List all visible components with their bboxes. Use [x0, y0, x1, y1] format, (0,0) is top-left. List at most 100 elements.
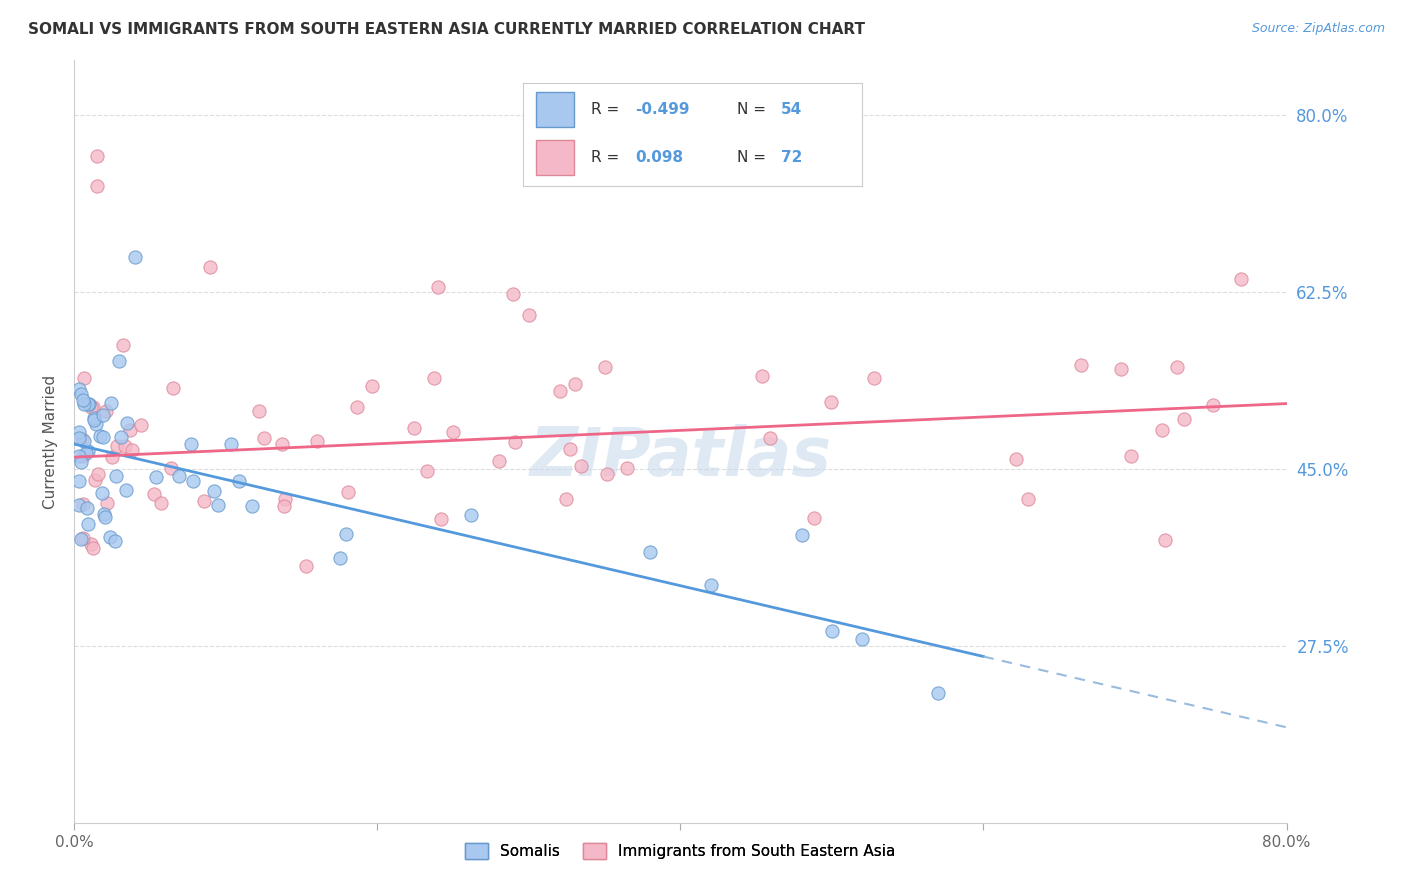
Somalis: [67, 474, 90, 488]
Immigrants from South Eastern Asia: [94, 404, 117, 418]
Somalis: [228, 474, 250, 488]
Somalis: [167, 469, 190, 483]
Somalis: [335, 526, 357, 541]
Immigrants from South Eastern Asia: [247, 404, 270, 418]
Somalis: [94, 510, 117, 524]
Immigrants from South Eastern Asia: [1004, 452, 1026, 467]
Somalis: [108, 353, 131, 368]
Immigrants from South Eastern Asia: [503, 435, 526, 450]
Somalis: [219, 437, 242, 451]
Immigrants from South Eastern Asia: [96, 496, 118, 510]
Somalis: [91, 486, 114, 500]
Text: ZIPatlas: ZIPatlas: [529, 424, 831, 490]
Immigrants from South Eastern Asia: [346, 400, 368, 414]
Immigrants from South Eastern Asia: [423, 371, 446, 385]
Immigrants from South Eastern Asia: [430, 512, 453, 526]
Somalis: [927, 686, 949, 700]
Immigrants from South Eastern Asia: [569, 458, 592, 473]
Legend: Somalis, Immigrants from South Eastern Asia: Somalis, Immigrants from South Eastern A…: [458, 838, 901, 865]
Somalis: [851, 632, 873, 646]
Immigrants from South Eastern Asia: [150, 496, 173, 510]
Somalis: [100, 396, 122, 410]
Immigrants from South Eastern Asia: [112, 338, 135, 352]
Immigrants from South Eastern Asia: [162, 381, 184, 395]
Immigrants from South Eastern Asia: [252, 431, 274, 445]
Immigrants from South Eastern Asia: [87, 467, 110, 481]
Somalis: [77, 444, 100, 458]
Immigrants from South Eastern Asia: [1070, 358, 1092, 372]
Somalis: [115, 416, 138, 430]
Immigrants from South Eastern Asia: [105, 439, 128, 453]
Somalis: [73, 434, 96, 449]
Somalis: [202, 484, 225, 499]
Somalis: [77, 516, 100, 531]
Immigrants from South Eastern Asia: [80, 401, 103, 415]
Somalis: [83, 411, 105, 425]
Immigrants from South Eastern Asia: [73, 371, 96, 385]
Text: Source: ZipAtlas.com: Source: ZipAtlas.com: [1251, 22, 1385, 36]
Immigrants from South Eastern Asia: [595, 360, 617, 375]
Immigrants from South Eastern Asia: [72, 531, 94, 545]
Somalis: [76, 501, 98, 516]
Immigrants from South Eastern Asia: [72, 449, 94, 463]
Immigrants from South Eastern Asia: [295, 558, 318, 573]
Immigrants from South Eastern Asia: [1166, 360, 1188, 375]
Immigrants from South Eastern Asia: [759, 431, 782, 445]
Immigrants from South Eastern Asia: [86, 149, 108, 163]
Somalis: [67, 431, 90, 445]
Somalis: [67, 449, 90, 463]
Immigrants from South Eastern Asia: [360, 379, 382, 393]
Somalis: [329, 551, 352, 566]
Immigrants from South Eastern Asia: [751, 368, 773, 383]
Immigrants from South Eastern Asia: [502, 286, 524, 301]
Somalis: [70, 455, 93, 469]
Immigrants from South Eastern Asia: [271, 436, 294, 450]
Somalis: [790, 528, 813, 542]
Somalis: [69, 532, 91, 546]
Somalis: [93, 507, 115, 521]
Somalis: [638, 544, 661, 558]
Immigrants from South Eastern Asia: [404, 421, 426, 435]
Immigrants from South Eastern Asia: [84, 473, 107, 487]
Immigrants from South Eastern Asia: [548, 384, 571, 398]
Somalis: [67, 425, 90, 440]
Somalis: [83, 412, 105, 426]
Immigrants from South Eastern Asia: [114, 439, 136, 453]
Somalis: [67, 382, 90, 396]
Somalis: [821, 624, 844, 638]
Somalis: [84, 417, 107, 431]
Immigrants from South Eastern Asia: [273, 500, 295, 514]
Immigrants from South Eastern Asia: [560, 442, 582, 456]
Immigrants from South Eastern Asia: [336, 484, 359, 499]
Immigrants from South Eastern Asia: [416, 464, 439, 478]
Immigrants from South Eastern Asia: [160, 461, 183, 475]
Somalis: [70, 387, 93, 401]
Immigrants from South Eastern Asia: [1152, 423, 1174, 437]
Immigrants from South Eastern Asia: [82, 541, 104, 556]
Somalis: [207, 498, 229, 512]
Somalis: [73, 397, 96, 411]
Immigrants from South Eastern Asia: [555, 492, 578, 507]
Immigrants from South Eastern Asia: [200, 260, 222, 274]
Somalis: [110, 430, 132, 444]
Immigrants from South Eastern Asia: [596, 467, 619, 481]
Immigrants from South Eastern Asia: [488, 454, 510, 468]
Somalis: [72, 392, 94, 407]
Somalis: [124, 250, 146, 264]
Immigrants from South Eastern Asia: [72, 497, 94, 511]
Y-axis label: Currently Married: Currently Married: [44, 375, 58, 508]
Somalis: [180, 437, 202, 451]
Somalis: [75, 446, 97, 460]
Somalis: [77, 397, 100, 411]
Somalis: [145, 470, 167, 484]
Immigrants from South Eastern Asia: [616, 460, 638, 475]
Somalis: [460, 508, 482, 523]
Immigrants from South Eastern Asia: [193, 494, 215, 508]
Immigrants from South Eastern Asia: [1109, 362, 1132, 376]
Immigrants from South Eastern Asia: [142, 486, 165, 500]
Somalis: [91, 430, 114, 444]
Immigrants from South Eastern Asia: [118, 423, 141, 437]
Immigrants from South Eastern Asia: [1017, 492, 1039, 507]
Immigrants from South Eastern Asia: [426, 280, 449, 294]
Somalis: [181, 474, 204, 488]
